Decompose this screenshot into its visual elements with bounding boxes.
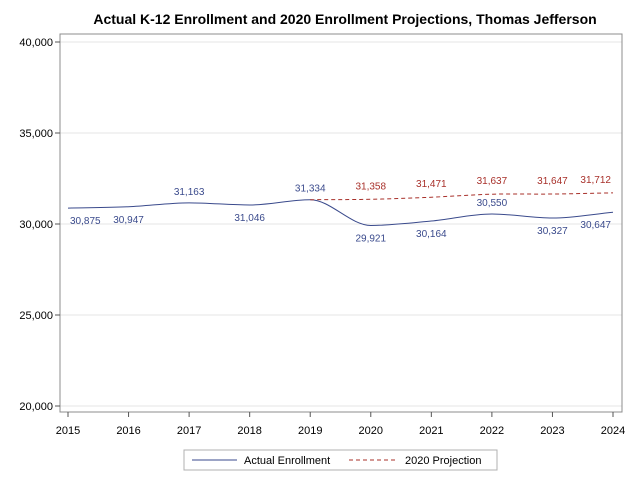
series-line-actual-enrollment	[67, 199, 614, 226]
data-label-actual-enrollment: 31,334	[295, 184, 326, 195]
x-tick-label-8: 2023	[540, 425, 564, 437]
y-tick-label-3: 35,000	[19, 128, 53, 140]
chart-title: Actual K-12 Enrollment and 2020 Enrollme…	[93, 11, 596, 27]
x-tick-label-6: 2021	[419, 425, 443, 437]
legend-label-2020-projection: 2020 Projection	[405, 455, 481, 467]
y-tick-label-4: 40,000	[19, 37, 53, 49]
data-label-2020-projection: 31,471	[416, 179, 447, 190]
data-label-2020-projection: 31,637	[477, 176, 508, 187]
legend-frame	[183, 449, 498, 471]
data-label-2020-projection: 31,647	[537, 176, 568, 187]
data-label-actual-enrollment: 30,550	[477, 198, 508, 209]
series-lines	[67, 192, 614, 226]
plot-area-frame	[59, 33, 623, 413]
x-tick-label-3: 2018	[237, 425, 261, 437]
y-axis: 20,000 25,000 30,000 35,000 40,000	[19, 37, 60, 413]
gridlines	[60, 41, 622, 407]
data-label-2020-projection: 31,712	[580, 175, 611, 186]
legend: Actual Enrollment 2020 Projection	[183, 449, 498, 471]
data-label-actual-enrollment: 30,947	[113, 215, 144, 226]
data-labels: 30,875 30,947 31,163 31,046 31,334 29,921 30,1…	[70, 175, 611, 245]
legend-label-actual-enrollment: Actual Enrollment	[244, 455, 330, 467]
series-line-2020-projection	[310, 192, 614, 201]
y-tick-label-1: 25,000	[19, 310, 53, 322]
data-label-actual-enrollment: 31,163	[174, 187, 205, 198]
data-label-actual-enrollment: 30,647	[580, 220, 611, 231]
x-tick-label-1: 2016	[116, 425, 140, 437]
data-label-2020-projection: 31,358	[355, 181, 386, 192]
x-tick-label-0: 2015	[56, 425, 80, 437]
x-tick-label-7: 2022	[480, 425, 504, 437]
data-label-actual-enrollment: 30,327	[537, 226, 568, 237]
data-label-actual-enrollment: 29,921	[355, 233, 386, 244]
x-axis: 2015 2016 2017 2018 2019 2020 2021 2022 2023 2024	[56, 412, 625, 437]
x-tick-label-2: 2017	[177, 425, 201, 437]
data-label-actual-enrollment: 30,164	[416, 229, 447, 240]
y-tick-label-2: 30,000	[19, 219, 53, 231]
x-tick-label-4: 2019	[298, 425, 322, 437]
y-tick-label-0: 20,000	[19, 401, 53, 413]
data-label-actual-enrollment: 30,875	[70, 216, 101, 227]
data-label-actual-enrollment: 31,046	[234, 213, 265, 224]
x-tick-label-9: 2024	[601, 425, 625, 437]
x-tick-label-5: 2020	[359, 425, 383, 437]
